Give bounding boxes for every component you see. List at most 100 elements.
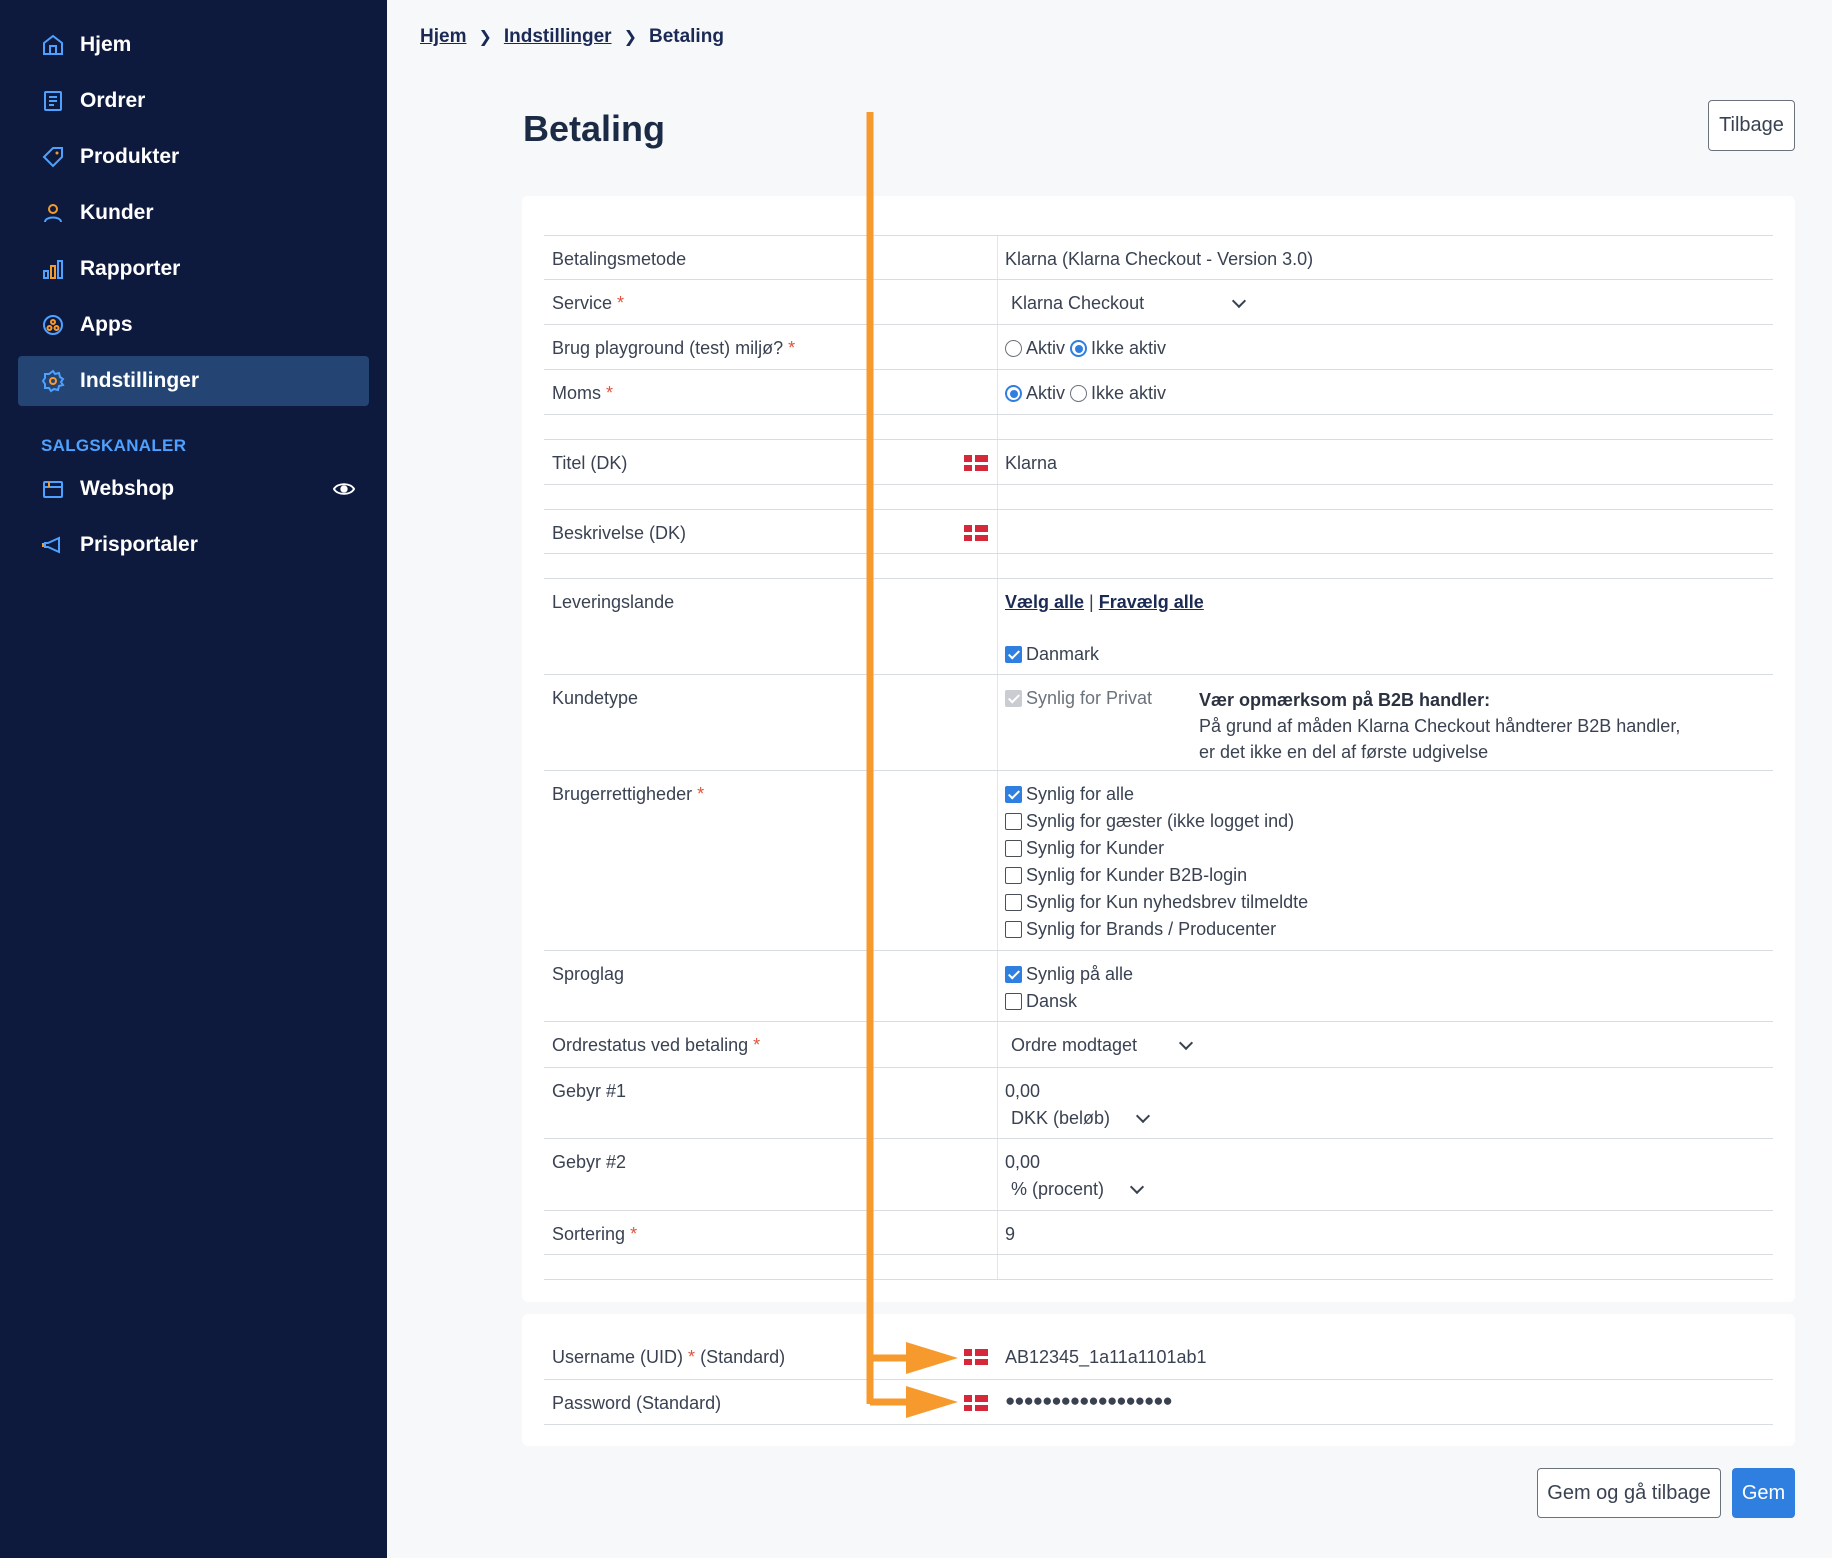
- username-input[interactable]: AB12345_1a11a1101ab1: [1005, 1347, 1207, 1367]
- select-all-link[interactable]: Vælg alle: [1005, 592, 1085, 612]
- fee2-row: Gebyr #2 0,00 % (procent): [544, 1138, 1773, 1210]
- fee1-input[interactable]: 0,00: [1005, 1081, 1041, 1101]
- permission-checkbox-all[interactable]: Synlig for alle: [1005, 784, 1308, 811]
- title-row: Titel (DK) Klarna: [544, 439, 1773, 484]
- required-marker: *: [688, 1347, 696, 1367]
- order-status-select[interactable]: Ordre modtaget: [1005, 1035, 1194, 1056]
- chevron-down-icon: [1129, 1179, 1145, 1194]
- gear-icon: [40, 368, 66, 394]
- sidebar-item-prisportaler[interactable]: Prisportaler: [18, 520, 369, 570]
- payment-method-row: Betalingsmetode Klarna (Klarna Checkout …: [544, 235, 1773, 279]
- sidebar-section-title: SALGSKANALER: [41, 436, 187, 455]
- permission-checkbox-brands[interactable]: Synlig for Brands / Producenter: [1005, 919, 1308, 946]
- sidebar-item-rapporter[interactable]: Rapporter: [18, 244, 369, 294]
- sidebar-item-ordrer[interactable]: Ordrer: [18, 76, 369, 126]
- moms-inactive-radio[interactable]: Ikke aktiv: [1070, 383, 1166, 403]
- title-label: Titel (DK): [552, 453, 628, 473]
- chevron-down-icon: [1178, 1035, 1194, 1050]
- sidebar-item-apps[interactable]: Apps: [18, 300, 369, 350]
- fee1-row: Gebyr #1 0,00 DKK (beløb): [544, 1067, 1773, 1138]
- sidebar-item-indstillinger[interactable]: Indstillinger: [18, 356, 369, 406]
- sort-row: Sortering * 9: [544, 1210, 1773, 1254]
- playground-label: Brug playground (test) miljø?: [552, 338, 784, 358]
- customer-type-label: Kundetype: [552, 688, 639, 708]
- sidebar-item-produkter[interactable]: Produkter: [18, 132, 369, 182]
- chevron-down-icon: [1135, 1108, 1151, 1123]
- moms-active-radio[interactable]: Aktiv: [1005, 383, 1065, 403]
- back-button[interactable]: Tilbage: [1708, 100, 1795, 151]
- playground-active-radio[interactable]: Aktiv: [1005, 338, 1065, 358]
- description-row: Beskrivelse (DK): [544, 509, 1773, 553]
- service-label: Service: [552, 293, 613, 313]
- eye-icon[interactable]: [333, 481, 355, 497]
- description-input[interactable]: [1005, 523, 1705, 543]
- required-marker: *: [753, 1035, 761, 1055]
- store-icon: [40, 476, 66, 502]
- service-row: Service * Klarna Checkout: [544, 279, 1773, 324]
- sidebar-item-label: Ordrer: [80, 89, 146, 112]
- username-row: Username (UID) * (Standard) AB12345_1a11…: [552, 1347, 1207, 1367]
- breadcrumb-current: Betaling: [648, 26, 724, 47]
- service-select[interactable]: Klarna Checkout: [1005, 293, 1247, 314]
- permission-checkbox-newsletter[interactable]: Synlig for Kun nyhedsbrev tilmeldte: [1005, 892, 1308, 919]
- sidebar-item-label: Indstillinger: [80, 369, 200, 392]
- sidebar-item-label: Kunder: [80, 201, 154, 224]
- fee1-unit-select[interactable]: DKK (beløb): [1005, 1108, 1151, 1129]
- sort-label: Sortering: [552, 1224, 626, 1244]
- password-input[interactable]: ●●●●●●●●●●●●●●●●●●: [1005, 1391, 1173, 1410]
- payment-settings-card: Betalingsmetode Klarna (Klarna Checkout …: [522, 196, 1795, 1302]
- sidebar-item-kunder[interactable]: Kunder: [18, 188, 369, 238]
- megaphone-icon: [40, 532, 66, 558]
- permission-checkbox-b2b[interactable]: Synlig for Kunder B2B-login: [1005, 865, 1308, 892]
- country-checkbox-danmark[interactable]: Danmark: [1005, 644, 1099, 665]
- breadcrumb-settings-link[interactable]: Indstillinger: [503, 26, 612, 47]
- orders-icon: [40, 88, 66, 114]
- permission-checkbox-guests[interactable]: Synlig for gæster (ikke logget ind): [1005, 811, 1308, 838]
- sidebar-item-label: Webshop: [80, 477, 175, 500]
- playground-inactive-radio[interactable]: Ikke aktiv: [1070, 338, 1166, 358]
- sidebar-item-label: Rapporter: [80, 257, 181, 280]
- countries-label: Leveringslande: [552, 592, 675, 612]
- sidebar-item-label: Prisportaler: [80, 533, 198, 556]
- customer-type-row: Kundetype Synlig for Privat Vær opmærkso…: [544, 674, 1773, 770]
- save-and-back-button[interactable]: Gem og gå tilbage: [1537, 1468, 1721, 1518]
- sidebar-item-webshop[interactable]: Webshop: [18, 464, 369, 514]
- order-status-select-value: Ordre modtaget: [1011, 1035, 1138, 1055]
- order-status-row: Ordrestatus ved betaling * Ordre modtage…: [544, 1021, 1773, 1067]
- languages-label: Sproglag: [552, 964, 625, 984]
- denmark-flag-icon: [964, 455, 988, 471]
- permissions-label: Brugerrettigheder: [552, 784, 693, 804]
- order-status-label: Ordrestatus ved betaling: [552, 1035, 749, 1055]
- breadcrumb-home-link[interactable]: Hjem: [420, 26, 467, 47]
- chevron-right-icon: ❯: [478, 29, 492, 46]
- bar-chart-icon: [40, 256, 66, 282]
- denmark-flag-icon: [964, 1395, 988, 1411]
- fee2-label: Gebyr #2: [552, 1152, 627, 1172]
- username-label: Username (UID): [552, 1347, 684, 1367]
- sidebar-item-label: Hjem: [80, 33, 132, 56]
- customer-type-checkbox: Synlig for Privat: [1005, 688, 1152, 709]
- page-title: Betaling: [523, 108, 666, 149]
- language-checkbox-all[interactable]: Synlig på alle: [1005, 964, 1133, 991]
- denmark-flag-icon: [964, 1349, 988, 1365]
- required-marker: *: [630, 1224, 638, 1244]
- service-select-value: Klarna Checkout: [1011, 293, 1145, 313]
- required-marker: *: [697, 784, 705, 804]
- sidebar-item-hjem[interactable]: Hjem: [18, 20, 369, 70]
- required-marker: *: [788, 338, 796, 358]
- language-checkbox-dansk[interactable]: Dansk: [1005, 991, 1133, 1018]
- sort-input[interactable]: 9: [1005, 1224, 1016, 1244]
- fee1-label: Gebyr #1: [552, 1081, 627, 1101]
- save-button[interactable]: Gem: [1732, 1468, 1795, 1518]
- payment-method-value: Klarna (Klarna Checkout - Version 3.0): [1005, 249, 1314, 269]
- moms-row: Moms * Aktiv Ikke aktiv: [544, 369, 1773, 414]
- title-input[interactable]: Klarna: [1005, 453, 1058, 473]
- permission-checkbox-customers[interactable]: Synlig for Kunder: [1005, 838, 1308, 865]
- sidebar-item-label: Produkter: [80, 145, 180, 168]
- chevron-right-icon: ❯: [623, 29, 637, 46]
- deselect-all-link[interactable]: Fravælg alle: [1098, 592, 1204, 612]
- fee2-input[interactable]: 0,00: [1005, 1152, 1041, 1172]
- denmark-flag-icon: [964, 525, 988, 541]
- fee2-unit-select[interactable]: % (procent): [1005, 1179, 1145, 1200]
- moms-label: Moms: [552, 383, 601, 403]
